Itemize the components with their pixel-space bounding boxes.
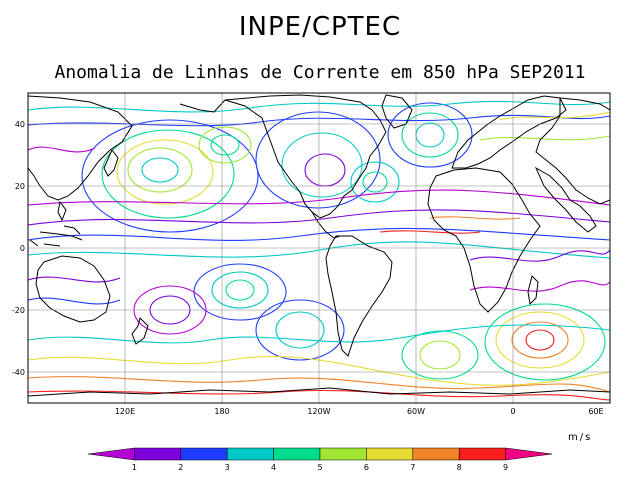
colorbar-segment bbox=[412, 447, 460, 461]
colorbar-units: m/s bbox=[568, 432, 593, 443]
streamlines bbox=[28, 100, 610, 401]
colorbar-label: 6 bbox=[364, 463, 369, 472]
colorbar-segment bbox=[87, 447, 135, 461]
chart-subtitle: Anomalia de Linhas de Corrente em 850 hP… bbox=[54, 62, 586, 83]
chart-title: INPE/CPTEC bbox=[238, 12, 402, 42]
colorbar-label: 9 bbox=[503, 463, 508, 472]
colorbar-segment bbox=[458, 447, 506, 461]
central-america-coast bbox=[311, 211, 341, 239]
asia-east-coast bbox=[535, 97, 610, 205]
philippines-coast bbox=[57, 200, 67, 222]
japan-coast bbox=[103, 149, 119, 177]
map-gridlines bbox=[28, 93, 610, 403]
europe-coast bbox=[451, 95, 567, 169]
colorbar-segment bbox=[366, 447, 414, 461]
new-zealand-coast bbox=[131, 317, 149, 345]
x-tick-label: 120W bbox=[307, 407, 330, 416]
x-tick-label: 0 bbox=[510, 407, 515, 416]
colorbar-segment bbox=[273, 447, 321, 461]
colorbar-label: 2 bbox=[178, 463, 183, 472]
asia-west-coast bbox=[28, 95, 133, 201]
colorbar-segment bbox=[505, 447, 553, 461]
y-tick-label: 20 bbox=[15, 182, 25, 191]
x-tick-labels: 120E 180 120W 60W 0 60E bbox=[115, 407, 604, 416]
north-america-coast bbox=[224, 94, 387, 219]
y-tick-label: 0 bbox=[20, 244, 25, 253]
colorbar-segment bbox=[226, 447, 274, 461]
africa-coast bbox=[427, 167, 541, 313]
x-tick-label: 60E bbox=[588, 407, 603, 416]
colorbar: 1 2 3 4 5 6 7 8 9 bbox=[87, 447, 553, 472]
south-america-coast bbox=[325, 235, 393, 357]
colorbar-label: 5 bbox=[317, 463, 322, 472]
map-frame bbox=[27, 92, 611, 404]
colorbar-segment bbox=[134, 447, 182, 461]
colorbar-label: 7 bbox=[410, 463, 415, 472]
south-atlantic-indian-gyres bbox=[401, 303, 606, 381]
madagascar-coast bbox=[527, 275, 539, 306]
x-tick-label: 60W bbox=[407, 407, 425, 416]
colorbar-segment bbox=[319, 447, 367, 461]
coastlines bbox=[28, 94, 610, 397]
greenland-coast bbox=[381, 94, 413, 129]
indonesia-coast bbox=[29, 225, 83, 247]
y-tick-label: 40 bbox=[15, 120, 25, 129]
antarctica-coast bbox=[28, 387, 610, 397]
x-tick-label: 180 bbox=[214, 407, 229, 416]
alaska-coast bbox=[179, 99, 226, 113]
colorbar-label: 8 bbox=[457, 463, 462, 472]
arabia-coast bbox=[534, 166, 597, 233]
colorbar-segment bbox=[180, 447, 228, 461]
australia-coast bbox=[35, 255, 111, 323]
northeast-pacific-gyre bbox=[198, 126, 252, 164]
colorbar-label: 4 bbox=[271, 463, 276, 472]
y-tick-labels: 40 20 0 -20 -40 bbox=[12, 120, 25, 377]
colorbar-label: 1 bbox=[132, 463, 137, 472]
north-atlantic-gyre bbox=[350, 102, 473, 203]
y-tick-label: -20 bbox=[12, 306, 25, 315]
north-pacific-gyre bbox=[81, 119, 259, 233]
colorbar-label: 3 bbox=[225, 463, 230, 472]
y-tick-label: -40 bbox=[12, 368, 25, 377]
x-tick-label: 120E bbox=[115, 407, 135, 416]
